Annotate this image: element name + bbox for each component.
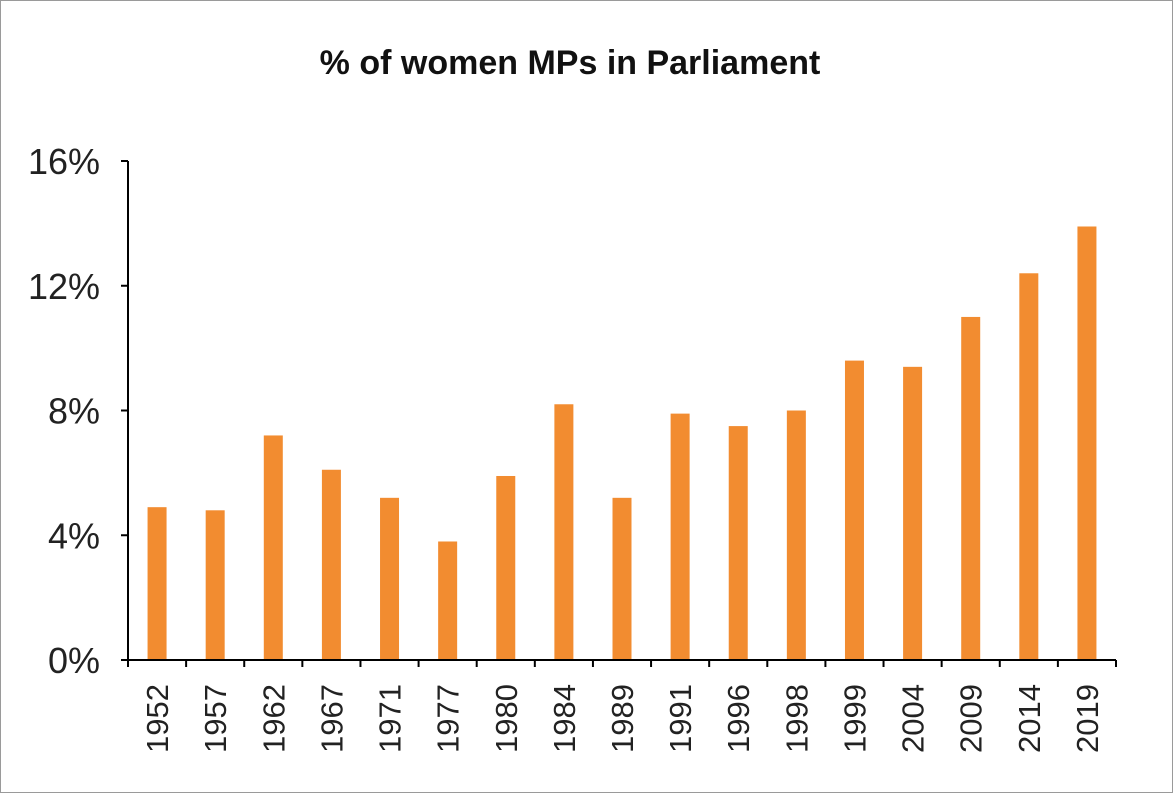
x-tick-label: 1971 [373, 684, 408, 753]
bar [1019, 273, 1039, 660]
bar [670, 413, 690, 660]
y-tick-label: 16% [28, 141, 100, 182]
bar [903, 366, 923, 660]
bar [786, 410, 806, 660]
x-tick-label: 1984 [547, 684, 582, 753]
x-tick-label: 1991 [663, 684, 698, 753]
bar [438, 541, 458, 660]
x-tick-label: 1980 [489, 684, 524, 753]
y-tick-label: 8% [48, 391, 100, 432]
bars [147, 226, 1097, 660]
bar [612, 497, 632, 660]
y-tick-label: 12% [28, 266, 100, 307]
x-tick-label: 1967 [314, 684, 349, 753]
bar [1077, 226, 1097, 660]
bar [554, 404, 574, 660]
bar [728, 426, 748, 660]
y-tick-label: 0% [48, 640, 100, 681]
x-tick-label: 1989 [605, 684, 640, 753]
y-tick-label: 4% [48, 515, 100, 556]
bar [496, 475, 516, 660]
bar [205, 510, 225, 660]
bar [961, 316, 981, 660]
x-tick-label: 2009 [954, 684, 989, 753]
chart-title: % of women MPs in Parliament [320, 44, 821, 82]
bar [380, 497, 400, 660]
bar [263, 435, 283, 660]
x-tick-label: 1962 [256, 684, 291, 753]
x-tick-label: 1998 [779, 684, 814, 753]
x-axis: 1952 1957 1962 1967 1971 1977 1980 1984 1989 1991… [127, 659, 1117, 753]
x-tick-label: 2014 [1012, 684, 1047, 753]
bar [147, 507, 167, 660]
x-tick-label: 1957 [198, 684, 233, 753]
y-axis: 0% 4% 8% 12% 16% [28, 141, 129, 681]
x-tick-label: 2019 [1070, 684, 1105, 753]
x-tick-label: 2004 [896, 684, 931, 753]
x-tick-label: 1977 [431, 684, 466, 753]
bar [844, 360, 864, 660]
x-tick-label: 1999 [837, 684, 872, 753]
x-tick-label: 1996 [721, 684, 756, 753]
bar [321, 469, 341, 660]
x-tick-label: 1952 [140, 684, 175, 753]
